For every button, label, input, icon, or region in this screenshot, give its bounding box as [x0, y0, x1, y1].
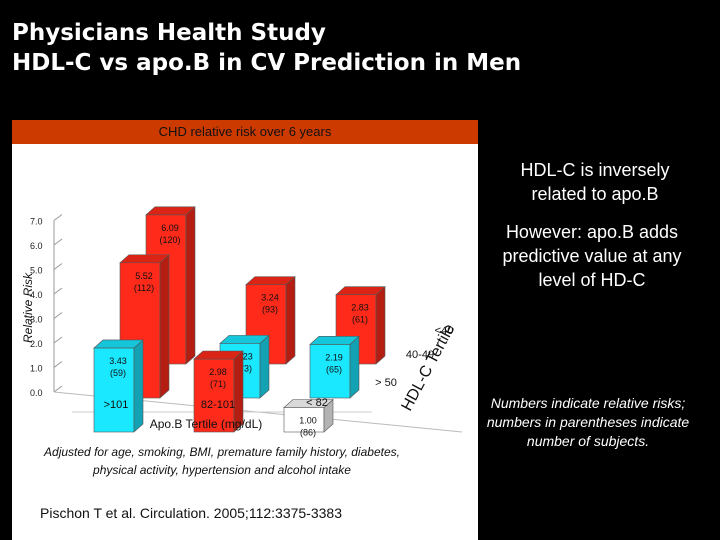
y-tick-label: 0.0	[30, 388, 43, 398]
bar-top	[219, 335, 270, 344]
z-tick-label: <40	[435, 325, 454, 337]
bar-top	[93, 339, 144, 349]
y-tick-label: 5.0	[30, 266, 43, 276]
y-tick-line	[53, 312, 63, 319]
chart-3d-bar: 0.0 1.0 2.0 3.0 4.0 5.0 6.0 7.0 Relative Risk 6.0…	[12, 150, 478, 521]
bar-value-label: 2.98	[209, 367, 227, 377]
y-tick-line	[53, 336, 63, 344]
bar-count-label: (93)	[262, 305, 278, 315]
bar-value-label: 2.23	[235, 351, 253, 361]
y-tick-line	[53, 263, 63, 270]
z-tick-label: 40-49	[406, 349, 434, 361]
chart-title: CHD relative risk over 6 years	[12, 120, 478, 144]
bar-side	[375, 285, 386, 365]
x-tick-label: < 82	[306, 397, 328, 409]
bar-side	[133, 339, 144, 433]
y-tick-line	[53, 238, 63, 246]
citation: Pischon T et al. Circulation. 2005;112:3…	[40, 505, 342, 521]
y-tick-label: 4.0	[30, 290, 43, 300]
bar-side	[259, 334, 270, 399]
bar-top	[245, 276, 296, 285]
bar-top	[309, 336, 360, 345]
bar-top	[193, 350, 244, 360]
bar-top	[283, 399, 334, 408]
bar-count-label: (86)	[300, 428, 316, 438]
bar-side	[159, 254, 170, 399]
y-axis-label: Relative Risk	[21, 272, 35, 343]
bar-count-label: (120)	[159, 235, 180, 245]
chart-panel: CHD relative risk over 6 years 0.0 1.0 2.0…	[12, 120, 478, 540]
bar-value-label: 3.24	[261, 293, 279, 303]
bar-side	[285, 275, 296, 365]
y-tick-label: 1.0	[30, 364, 43, 374]
slide-title-line-1: Physicians Health Study	[12, 20, 326, 46]
y-tick-line	[53, 214, 63, 221]
y-tick-label: 2.0	[30, 339, 43, 349]
bar-top	[145, 206, 196, 216]
bar-value-label: 2.83	[351, 303, 369, 313]
y-tick-line	[53, 385, 63, 393]
bar-front-> 50->101	[93, 347, 135, 433]
x-tick-label: 82-101	[201, 399, 235, 411]
bar-count-label: (61)	[352, 315, 368, 325]
bar-front-> 50-< 82	[283, 407, 325, 433]
bar-count-label: (65)	[326, 364, 342, 374]
y-tick-label: 6.0	[30, 241, 43, 251]
bar-value-label: 3.43	[109, 356, 127, 366]
slide-title: Physicians Health Study HDL-C vs apo.B i…	[12, 18, 521, 78]
bar-side	[185, 206, 196, 365]
bar-value-label: 2.19	[325, 352, 343, 362]
bar-value-label: 6.09	[161, 223, 179, 233]
bar-top	[119, 254, 170, 264]
bar-side	[349, 335, 360, 399]
bar-front-> 50-82-101	[193, 358, 235, 433]
bar-front-40-49-< 82	[309, 344, 351, 399]
x-axis-label: Apo.B Tertile (mg/dL)	[150, 417, 263, 431]
bar-value-label: 1.00	[299, 416, 317, 426]
bar-count-label: (73)	[236, 363, 252, 373]
y-tick-label: 7.0	[30, 217, 43, 227]
bar-count-label: (112)	[134, 283, 154, 293]
slide-title-line-2: HDL-C vs apo.B in CV Prediction in Men	[12, 50, 522, 76]
y-tick-line	[53, 287, 63, 295]
insight-inverse-relation: HDL-C is inversely related to apo.B	[520, 160, 670, 204]
footnote-line-2: physical activity, hypertension and alco…	[92, 463, 351, 477]
bar-top	[335, 286, 386, 295]
footnote-line-1: Adjusted for age, smoking, BMI, prematur…	[43, 445, 400, 459]
y-tick-label: 3.0	[30, 315, 43, 325]
insight-apob-predictive: However: apo.B adds predictive value at …	[502, 222, 682, 290]
z-tick-label: > 50	[375, 377, 397, 389]
bar-value-label: 5.52	[135, 271, 153, 281]
y-tick-line	[53, 361, 63, 368]
x-tick-label: >101	[104, 399, 129, 411]
note-legend-explanation: Numbers indicate relative risks; numbers…	[486, 395, 690, 449]
bar-count-label: (71)	[210, 379, 226, 389]
bar-count-label: (59)	[110, 368, 126, 378]
